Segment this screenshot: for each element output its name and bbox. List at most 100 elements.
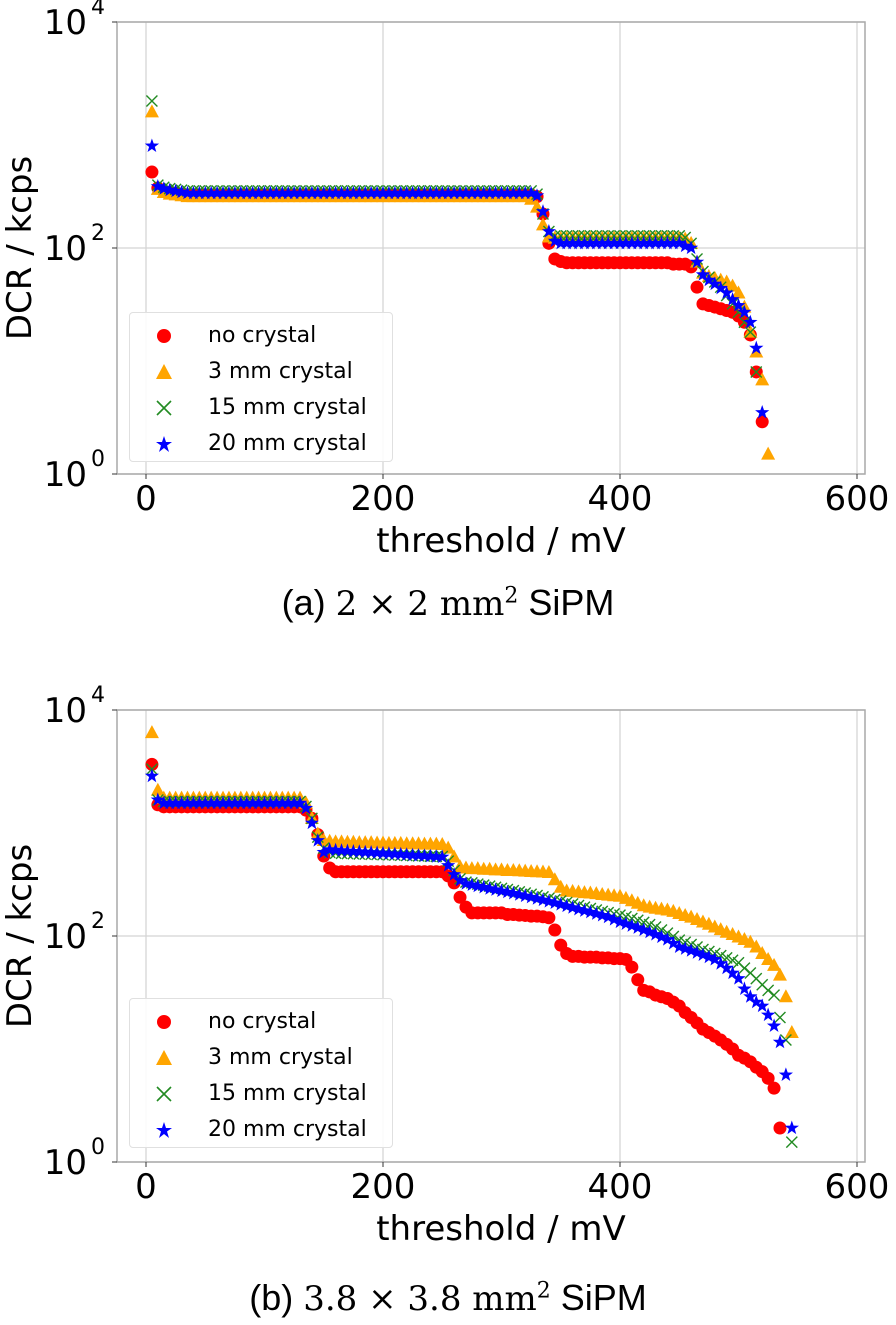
data-point-star — [245, 795, 260, 810]
data-point-circle — [453, 890, 467, 904]
data-point-star — [441, 858, 456, 872]
legend-label: no crystal — [208, 323, 317, 348]
data-point-star — [458, 185, 474, 200]
data-point-star — [340, 185, 355, 200]
data-point-star — [387, 185, 402, 200]
caption-exponent: 2 — [536, 1278, 551, 1304]
data-point-star — [316, 185, 331, 200]
y-tick-exponent: 0 — [91, 447, 105, 472]
data-point-x — [744, 326, 757, 339]
data-point-star — [369, 185, 385, 200]
data-point-star — [239, 795, 254, 810]
data-point-star — [606, 235, 622, 250]
data-point-star — [180, 185, 195, 200]
data-point-star — [541, 224, 556, 238]
data-point-star — [405, 847, 420, 862]
data-point-circle — [690, 280, 704, 294]
y-tick-label: 10 — [44, 455, 87, 495]
data-point-star — [559, 898, 574, 913]
data-point-circle — [542, 911, 556, 925]
data-point-star — [287, 185, 302, 200]
data-point-star — [358, 844, 373, 859]
data-point-x — [762, 984, 775, 997]
data-point-star — [601, 235, 616, 250]
legend-label: 20 mm crystal — [208, 431, 367, 456]
data-point-star — [606, 912, 622, 926]
data-point-circle — [548, 923, 562, 937]
data-point-star — [441, 185, 456, 200]
data-point-star — [654, 929, 669, 944]
data-point-star — [186, 185, 201, 200]
data-point-star — [245, 185, 260, 200]
data-point-star — [144, 138, 160, 152]
data-point-star — [322, 842, 337, 856]
data-point-star — [612, 235, 628, 250]
data-point-star — [701, 949, 716, 964]
data-point-x — [768, 989, 781, 1002]
data-point-triangle — [743, 324, 758, 338]
data-point-star — [269, 795, 284, 810]
data-point-triangle — [524, 191, 539, 205]
caption-math: 3.8 × 3.8 mm2 — [303, 1279, 551, 1319]
data-point-star — [642, 924, 657, 939]
data-point-star — [198, 185, 213, 200]
data-point-star — [470, 185, 485, 200]
legend-item-20mm: 20 mm crystal — [130, 429, 392, 459]
legend-b: no crystal 3 mm crystal 15 mm crystal 20… — [129, 998, 393, 1148]
data-point-star — [547, 233, 562, 248]
legend-a: no crystal 3 mm crystal 15 mm crystal 20… — [129, 312, 393, 462]
data-point-triangle — [541, 864, 556, 878]
data-point-star — [612, 914, 628, 929]
x-tick-label: 0 — [135, 479, 157, 519]
data-point-triangle — [772, 967, 787, 981]
data-point-star — [447, 867, 462, 881]
data-point-x — [750, 365, 763, 378]
data-point-star — [500, 185, 515, 200]
y-axis-label: DCR / kcps — [0, 844, 40, 1028]
data-point-triangle — [767, 957, 782, 971]
legend-label: 3 mm crystal — [208, 1045, 353, 1070]
legend-item-15mm: 15 mm crystal — [130, 1079, 392, 1109]
data-point-star — [281, 185, 296, 200]
data-point-star — [233, 795, 248, 810]
data-point-star — [447, 185, 462, 200]
data-point-star — [352, 185, 367, 200]
data-point-star — [719, 285, 734, 299]
legend-label: 15 mm crystal — [208, 395, 367, 420]
data-point-star — [737, 304, 752, 319]
data-point-x — [145, 94, 158, 107]
data-point-star — [381, 185, 397, 200]
caption-suffix: SiPM — [528, 582, 615, 623]
data-point-star — [559, 235, 574, 250]
y-tick-exponent: 0 — [91, 1135, 105, 1160]
data-point-star — [423, 848, 438, 863]
data-point-star — [672, 939, 687, 953]
data-point-star — [417, 848, 432, 862]
data-point-circle — [761, 1071, 775, 1085]
star-marker-icon — [156, 1122, 172, 1138]
data-point-star — [784, 1120, 799, 1135]
data-point-star — [743, 314, 758, 329]
data-point-x — [649, 229, 662, 242]
data-point-star — [701, 272, 716, 287]
data-point-star — [162, 795, 177, 810]
data-point-star — [678, 238, 693, 253]
data-point-star — [684, 240, 699, 255]
data-point-star — [482, 185, 497, 200]
legend-label: 20 mm crystal — [208, 1117, 367, 1142]
data-point-star — [221, 795, 237, 810]
legend-item-3mm: 3 mm crystal — [130, 357, 392, 387]
data-point-triangle — [784, 1024, 799, 1038]
data-point-star — [227, 795, 242, 810]
data-point-triangle — [144, 104, 159, 118]
x-tick-label: 0 — [135, 1167, 157, 1207]
data-point-star — [713, 956, 728, 970]
data-point-star — [375, 845, 391, 860]
data-point-triangle — [761, 446, 776, 460]
series-no-crystal — [145, 757, 787, 1135]
data-point-circle — [767, 1081, 781, 1095]
data-point-star — [393, 846, 408, 861]
data-point-star — [761, 1007, 776, 1022]
